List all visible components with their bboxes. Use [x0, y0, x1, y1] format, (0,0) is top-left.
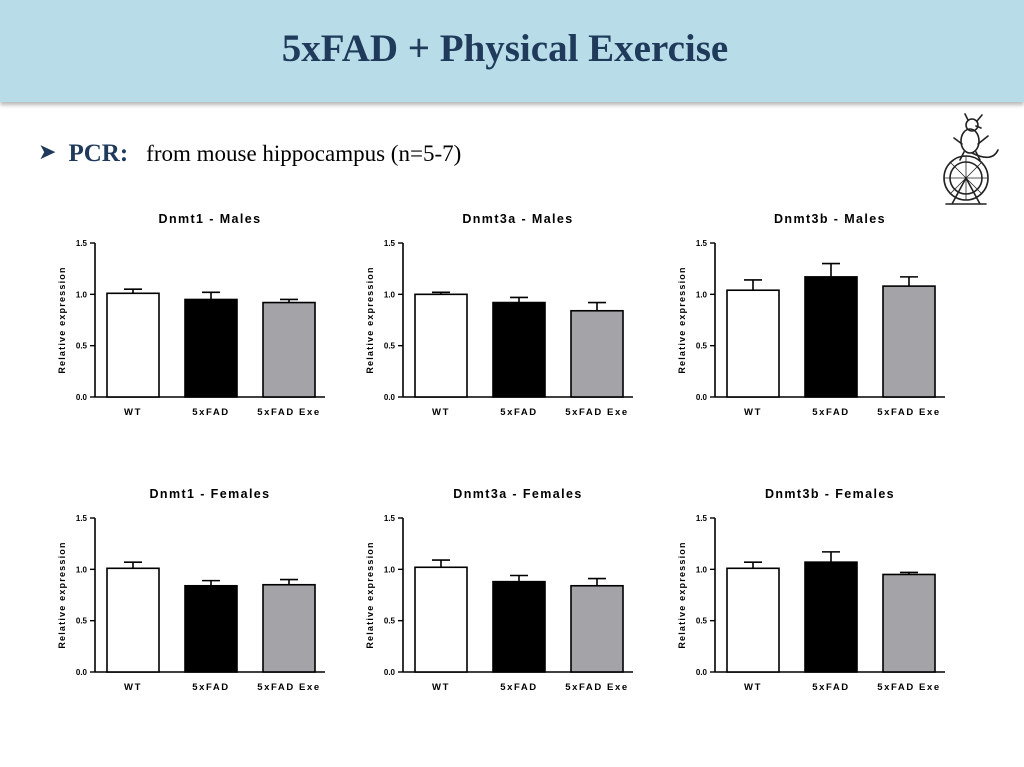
x-tick-label: WT	[744, 407, 762, 418]
y-tick-label: 0.0	[696, 668, 708, 677]
y-tick-label: 0.0	[76, 668, 88, 677]
chart-dnmt3a-males: Dnmt3a - Males Relative expression 0.0 0.5 1…	[365, 212, 633, 418]
y-tick-label: 1.5	[76, 239, 88, 248]
x-tick-label: 5xFAD	[500, 407, 538, 418]
chart-title: Dnmt3a - Males	[462, 212, 573, 226]
bar	[106, 292, 160, 398]
bar	[106, 567, 160, 673]
chart-title: Dnmt3b - Females	[765, 487, 895, 501]
bar	[414, 293, 468, 398]
y-tick-label: 0.5	[76, 617, 88, 626]
chart-title: Dnmt3a - Females	[453, 487, 582, 501]
y-tick-label: 1.5	[76, 514, 88, 523]
x-tick-label: 5xFAD Exe	[257, 682, 321, 693]
x-tick-label: 5xFAD	[812, 407, 850, 418]
y-tick-label: 1.0	[696, 290, 708, 299]
y-tick-label: 0.0	[696, 393, 708, 402]
y-tick-label: 0.0	[384, 668, 396, 677]
chart-title: Dnmt3b - Males	[774, 212, 886, 226]
arrow-bullet-icon: ➤	[38, 139, 57, 164]
bar	[804, 561, 858, 673]
bullet-label: PCR:	[68, 140, 129, 167]
x-tick-label: 5xFAD Exe	[877, 682, 941, 693]
title-bar: 5xFAD + Physical Exercise	[0, 0, 1024, 102]
bar	[262, 583, 316, 673]
mouse-on-exercise-wheel-icon	[943, 113, 999, 205]
bullet-pcr: ➤ PCR: from mouse hippocampus (n=5-7)	[38, 139, 461, 168]
y-tick-label: 1.5	[384, 514, 396, 523]
bar	[492, 580, 546, 673]
bullet-text: from mouse hippocampus (n=5-7)	[146, 141, 462, 166]
x-tick-label: 5xFAD	[192, 682, 230, 693]
x-tick-label: 5xFAD Exe	[565, 407, 629, 418]
y-axis-label: Relative expression	[677, 541, 687, 648]
bar	[492, 301, 546, 398]
y-tick-label: 1.5	[696, 239, 708, 248]
chart-dnmt3b-males: Dnmt3b - Males Relative expression 0.0 0.5 1…	[677, 212, 945, 418]
bar	[184, 298, 238, 398]
bar	[570, 584, 624, 673]
y-axis-label: Relative expression	[365, 541, 375, 648]
bar	[414, 566, 468, 673]
y-tick-label: 1.0	[76, 290, 88, 299]
y-tick-label: 0.0	[384, 393, 396, 402]
bar	[882, 573, 936, 673]
x-tick-label: WT	[432, 682, 450, 693]
bar	[184, 584, 238, 673]
y-tick-label: 0.5	[696, 342, 708, 351]
bar	[882, 285, 936, 398]
y-tick-label: 0.5	[696, 617, 708, 626]
chart-dnmt1-females: Dnmt1 - Females Relative expression 0.0 0.5…	[57, 487, 325, 693]
chart-dnmt3a-females: Dnmt3a - Females Relative expression 0.0 0.…	[365, 487, 633, 693]
y-axis-label: Relative expression	[677, 266, 687, 373]
bar	[726, 567, 780, 673]
x-tick-label: WT	[744, 682, 762, 693]
y-tick-label: 1.0	[384, 290, 396, 299]
y-tick-label: 0.5	[384, 617, 396, 626]
bar	[262, 301, 316, 398]
x-tick-label: 5xFAD	[500, 682, 538, 693]
slide-title: 5xFAD + Physical Exercise	[281, 27, 729, 70]
x-tick-label: 5xFAD Exe	[257, 407, 321, 418]
x-tick-label: 5xFAD Exe	[565, 682, 629, 693]
y-tick-label: 0.0	[76, 393, 88, 402]
y-tick-label: 0.5	[76, 342, 88, 351]
x-tick-label: 5xFAD Exe	[877, 407, 941, 418]
y-axis-label: Relative expression	[57, 266, 67, 373]
chart-dnmt1-males: Dnmt1 - Males Relative expression 0.0 0.5 1.…	[57, 212, 325, 418]
y-tick-label: 1.5	[384, 239, 396, 248]
x-tick-label: 5xFAD	[812, 682, 850, 693]
y-axis-label: Relative expression	[365, 266, 375, 373]
bar	[804, 276, 858, 398]
chart-title: Dnmt1 - Males	[159, 212, 262, 226]
x-tick-label: 5xFAD	[192, 407, 230, 418]
bar	[570, 309, 624, 398]
y-tick-label: 0.5	[384, 342, 396, 351]
x-tick-label: WT	[432, 407, 450, 418]
x-tick-label: WT	[124, 682, 142, 693]
bar	[726, 289, 780, 398]
chart-dnmt3b-females: Dnmt3b - Females Relative expression 0.0 0.…	[677, 487, 945, 693]
y-axis-label: Relative expression	[57, 541, 67, 648]
y-tick-label: 1.0	[384, 565, 396, 574]
chart-title: Dnmt1 - Females	[149, 487, 270, 501]
x-tick-label: WT	[124, 407, 142, 418]
y-tick-label: 1.0	[696, 565, 708, 574]
y-tick-label: 1.5	[696, 514, 708, 523]
y-tick-label: 1.0	[76, 565, 88, 574]
